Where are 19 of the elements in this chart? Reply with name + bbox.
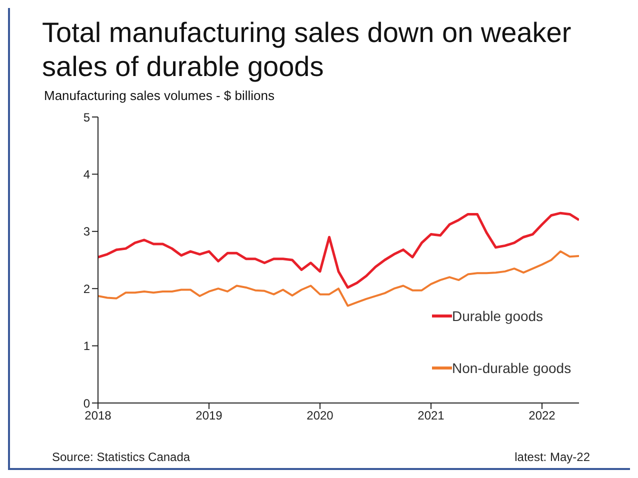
- x-tick-label: 2018: [84, 408, 112, 423]
- y-tick-label: 5: [83, 110, 90, 124]
- line-series: [98, 212, 579, 289]
- y-tick-label: 3: [83, 224, 90, 239]
- x-tick-label: 2022: [528, 408, 556, 423]
- legend-label: Durable goods: [452, 308, 544, 324]
- chart-title: Total manufacturing sales down on weaker sales of durable goods: [42, 16, 572, 84]
- y-tick-label: 4: [83, 167, 90, 182]
- legend-label: Non-durable goods: [452, 360, 572, 376]
- line-series: [98, 250, 579, 307]
- y-tick-label: 0: [83, 396, 90, 410]
- x-tick-label: 2019: [196, 408, 223, 423]
- y-tick-label: 2: [83, 282, 90, 296]
- x-tick-label: 2020: [306, 408, 334, 423]
- x-tick-label: 2021: [418, 408, 445, 423]
- chart-subtitle: Manufacturing sales volumes - $ billions: [44, 88, 274, 103]
- y-tick-label: 1: [83, 339, 90, 354]
- source-note: Source: Statistics Canada: [52, 450, 190, 464]
- text: latest: May-22: [514, 450, 590, 464]
